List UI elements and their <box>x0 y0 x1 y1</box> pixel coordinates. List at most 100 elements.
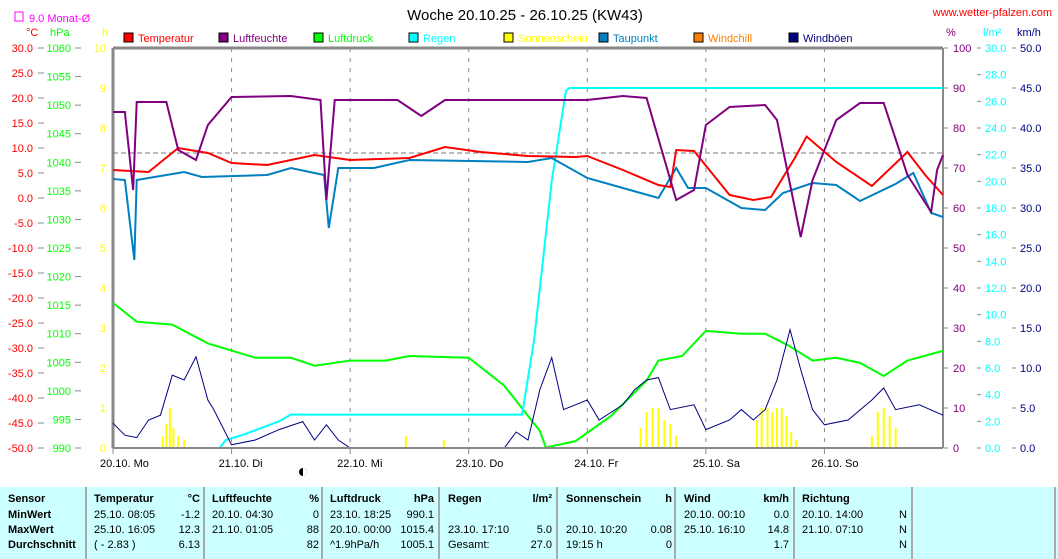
press-tick-label: 1030 <box>47 214 71 226</box>
sunshine-bar <box>882 408 885 448</box>
sun-tick-label: 5 <box>100 243 106 255</box>
wind-tick-label: 50.0 <box>1020 43 1041 55</box>
table-cell: ^1.9hPa/h <box>330 539 380 551</box>
table-cell: 0.0 <box>773 509 789 521</box>
table-cell: MaxWert <box>8 524 54 536</box>
table-cell: 88 <box>306 524 319 536</box>
rain-tick-label: 16.0 <box>985 230 1006 242</box>
x-tick-label: 20.10. Mo <box>100 458 149 470</box>
sun-tick-label: 9 <box>100 83 106 95</box>
legend-swatch <box>218 32 229 43</box>
series-luftdruck <box>112 302 944 449</box>
temp-tick-label: -45.0 <box>8 418 33 430</box>
table-cell: 5.0 <box>536 524 552 536</box>
legend-swatch <box>313 32 324 43</box>
press-tick-label: 1025 <box>47 243 71 255</box>
legend-swatch <box>123 32 134 43</box>
table-cell: 19:15 h <box>566 539 603 551</box>
sunshine-bar <box>894 428 897 448</box>
table-cell: 12.3 <box>178 524 200 536</box>
temp-tick-label: 20.0 <box>12 93 33 105</box>
table-cell: -1.2 <box>181 509 200 521</box>
temp-tick-label: 5.0 <box>18 168 33 180</box>
table-column <box>87 487 205 559</box>
table-cell: 21.10. 01:05 <box>212 524 274 536</box>
rain-tick-label: 14.0 <box>985 256 1006 268</box>
table-cell: Temperatur <box>94 493 154 505</box>
sunshine-bar <box>794 440 797 448</box>
wind-tick-label: 15.0 <box>1020 323 1041 335</box>
rain-tick-label: 4.0 <box>985 390 1000 402</box>
sunshine-bar <box>651 408 654 448</box>
press-tick-label: 1010 <box>47 329 71 341</box>
temp-tick-label: -15.0 <box>8 268 33 280</box>
sunshine-bar <box>785 416 788 448</box>
table-cell: 0 <box>312 509 319 521</box>
table-cell: 23.10. 17:10 <box>448 524 510 536</box>
hum-tick-label: 80 <box>953 123 965 135</box>
sunshine-bar <box>442 440 445 448</box>
legend-label: Temperatur <box>138 33 194 45</box>
table-cell: Richtung <box>802 493 850 505</box>
press-tick-label: 1055 <box>47 72 71 84</box>
press-tick-label: 995 <box>53 414 71 426</box>
table-cell: ( - 2.83 ) <box>94 539 136 551</box>
sunshine-bar <box>755 420 758 448</box>
table-column <box>676 487 795 559</box>
wind-tick-label: 30.0 <box>1020 203 1041 215</box>
sun-tick-label: 2 <box>100 363 106 375</box>
hum-tick-label: 20 <box>953 363 965 375</box>
press-tick-label: 1020 <box>47 272 71 284</box>
press-tick-label: 1040 <box>47 157 71 169</box>
series-temperatur <box>112 134 944 202</box>
press-tick-label: 1000 <box>47 386 71 398</box>
press-tick-label: 1060 <box>47 43 71 55</box>
table-cell: Luftdruck <box>330 493 381 505</box>
series-taupunkt <box>112 156 944 261</box>
table-column <box>0 487 87 559</box>
legend-label: Regen <box>423 33 455 45</box>
table-cell: l/m² <box>532 493 552 505</box>
table-cell: Luftfeuchte <box>212 493 272 505</box>
sunshine-bar <box>888 416 891 448</box>
press-tick-label: 1045 <box>47 129 71 141</box>
sunshine-bar <box>780 408 783 448</box>
temp-tick-label: -40.0 <box>8 393 33 405</box>
table-column <box>913 487 1056 559</box>
table-cell: N <box>899 524 907 536</box>
press-tick-label: 1035 <box>47 186 71 198</box>
rain-tick-label: 8.0 <box>985 336 1000 348</box>
x-tick-label: 24.10. Fr <box>574 458 618 470</box>
table-column <box>205 487 323 559</box>
table-cell: 23.10. 18:25 <box>330 509 392 521</box>
table-cell: 82 <box>306 539 319 551</box>
sunshine-bar <box>168 408 171 448</box>
hum-tick-label: 60 <box>953 203 965 215</box>
legend-label: Sonnenschein <box>518 33 588 45</box>
table-cell: 20.10. 00:10 <box>684 509 746 521</box>
temp-axis-unit: °C <box>26 27 38 39</box>
plot-area <box>113 48 943 448</box>
table-cell: N <box>899 509 907 521</box>
wind-tick-label: 40.0 <box>1020 123 1041 135</box>
rain-tick-label: 24.0 <box>985 123 1006 135</box>
table-column <box>440 487 558 559</box>
press-axis-unit: hPa <box>50 27 70 39</box>
table-cell: km/h <box>763 493 789 505</box>
temp-tick-label: -30.0 <box>8 343 33 355</box>
site-link[interactable]: www.wetter-pfalzen.com <box>932 7 1052 19</box>
temp-tick-label: 30.0 <box>12 43 33 55</box>
press-tick-label: 1005 <box>47 357 71 369</box>
press-tick-label: 1050 <box>47 100 71 112</box>
moon-phase-icon-half <box>303 468 307 476</box>
hum-tick-label: 100 <box>953 43 971 55</box>
legend-swatch <box>503 32 514 43</box>
sun-tick-label: 4 <box>100 283 106 295</box>
x-tick-label: 23.10. Do <box>456 458 504 470</box>
sunshine-bar <box>165 424 168 448</box>
temp-tick-label: -20.0 <box>8 293 33 305</box>
chart-title: Woche 20.10.25 - 26.10.25 (KW43) <box>407 7 643 24</box>
wind-tick-label: 10.0 <box>1020 363 1041 375</box>
sunshine-bar <box>760 408 763 448</box>
temp-tick-label: 15.0 <box>12 118 33 130</box>
